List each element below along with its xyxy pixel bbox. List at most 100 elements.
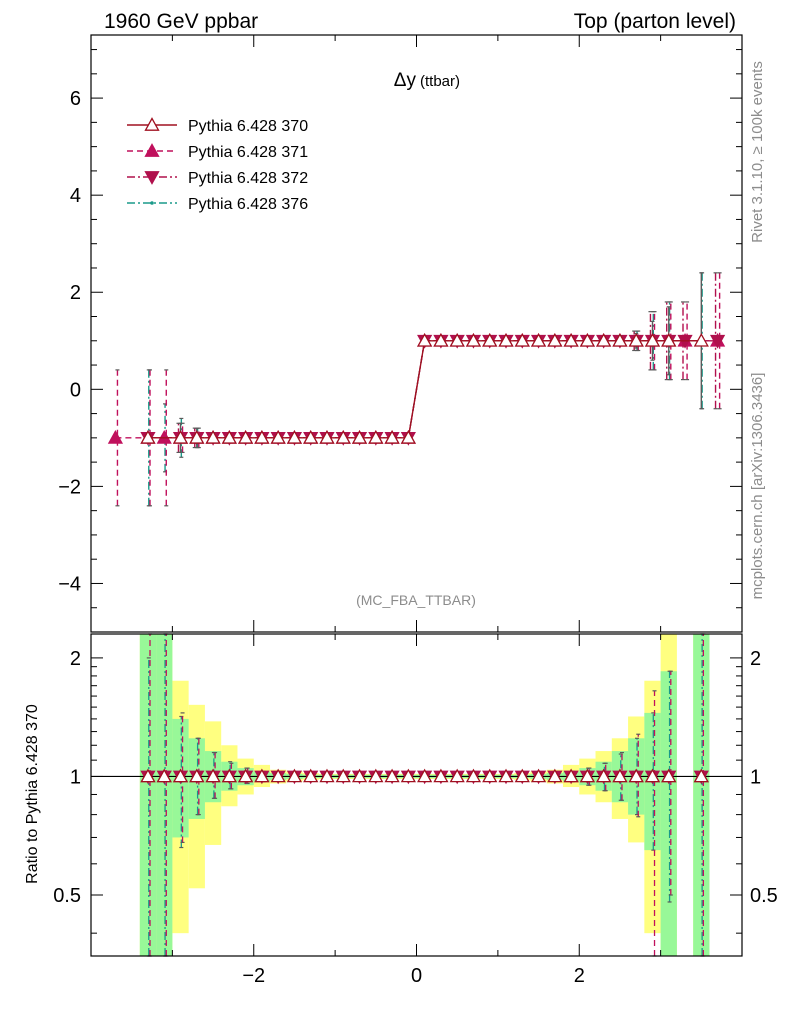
rivet-label: Rivet 3.1.10, ≥ 100k events	[749, 61, 766, 243]
data-point	[368, 430, 384, 444]
data-point	[205, 430, 221, 444]
data-point	[514, 332, 530, 347]
main-y-axis: −4 −2 0 2 4 6	[58, 35, 742, 633]
series-1	[140, 272, 709, 454]
series-line	[147, 340, 702, 439]
ratio-point	[433, 768, 449, 783]
legend-marker	[150, 201, 154, 205]
data-point	[433, 332, 449, 347]
source-label: mcplots.cern.ch [arXiv:1306.3436]	[749, 373, 766, 600]
main-ytick-label: −2	[58, 476, 81, 498]
ratio-point	[221, 768, 237, 783]
data-point	[498, 332, 514, 347]
xtick-label: 0	[411, 965, 422, 987]
ratio-series-1	[140, 768, 709, 783]
data-point	[530, 332, 547, 347]
data-point	[417, 332, 433, 347]
ratio-point	[547, 768, 563, 783]
data-point	[221, 430, 237, 444]
data-point	[465, 332, 482, 347]
data-point	[270, 430, 286, 444]
ratio-band	[91, 634, 742, 956]
ratio-point	[465, 768, 482, 783]
band-inner	[660, 671, 677, 956]
ratio-point	[612, 768, 628, 783]
ratio-point	[693, 768, 709, 783]
ratio-ytick-label: 2	[70, 648, 81, 670]
xtick-label: 2	[574, 965, 585, 987]
ratio-point	[205, 768, 221, 783]
legend-label: Pythia 6.428 370	[188, 118, 308, 135]
ratio-point	[238, 768, 254, 783]
main-ytick-label: 6	[70, 88, 81, 110]
data-point	[644, 332, 661, 347]
legend-marker	[144, 117, 160, 131]
data-point	[286, 430, 303, 444]
ratio-point	[286, 768, 303, 783]
ratio-y-axis: 0.5 0.5 1 1 2 2	[53, 648, 778, 934]
ratio-point	[189, 768, 205, 783]
ratio-ytick-label-right: 0.5	[750, 885, 778, 907]
data-point	[482, 332, 498, 347]
data-point	[189, 430, 205, 444]
ratio-series-layer	[140, 633, 709, 957]
ratio-point	[156, 768, 172, 783]
data-point	[335, 430, 351, 444]
ratio-point	[368, 768, 384, 783]
ratio-point	[530, 768, 547, 783]
data-point	[596, 332, 612, 347]
legend-label: Pythia 6.428 371	[188, 144, 308, 161]
ratio-ytick-label-right: 1	[750, 766, 761, 788]
ratio-point	[303, 768, 319, 783]
ratio-point	[384, 768, 400, 783]
ratio-point	[579, 768, 595, 783]
legend: Pythia 6.428 370 Pythia 6.428 371 Pythia 6…	[127, 117, 308, 213]
ratio-point	[644, 768, 661, 783]
main-ytick-label: 0	[70, 379, 81, 401]
data-point	[563, 332, 579, 347]
data-point	[107, 430, 124, 444]
series-line	[147, 340, 718, 439]
xtick-label: −2	[242, 965, 265, 987]
ratio-point	[140, 768, 156, 783]
data-point	[351, 430, 368, 444]
data-point	[628, 332, 644, 347]
band-inner	[139, 634, 157, 956]
ratio-point	[596, 768, 612, 783]
data-point	[579, 332, 595, 347]
ratio-ytick-label-right: 2	[750, 648, 761, 670]
main-panel: −4 −2 0 2 4 6 Δy (ttbar) (MC_FBA_TTBAR) Pythi…	[58, 34, 743, 633]
data-point	[709, 334, 726, 349]
series-line	[147, 340, 702, 439]
band-inner	[693, 634, 710, 956]
main-ytick-label: −4	[58, 573, 81, 595]
ratio-point	[628, 768, 644, 783]
data-point	[612, 332, 628, 347]
legend-label: Pythia 6.428 376	[188, 196, 308, 213]
ratio-point	[417, 768, 433, 783]
series-4	[146, 272, 705, 507]
ratio-point	[498, 768, 514, 783]
ratio-panel: 0.5 0.5 1 1 2 2 −2 0 2 Ratio to Pythia 6.428 37…	[24, 633, 778, 987]
analysis-label: (MC_FBA_TTBAR)	[356, 592, 476, 608]
legend-marker	[144, 171, 160, 185]
header-right: Top (parton level)	[574, 10, 736, 33]
band-inner	[156, 634, 173, 956]
main-ytick-label: 2	[70, 282, 81, 304]
ratio-ytick-label: 0.5	[53, 885, 81, 907]
legend-marker	[144, 143, 160, 157]
ratio-point	[351, 768, 368, 783]
legend-label: Pythia 6.428 372	[188, 170, 308, 187]
main-title: Δy	[394, 70, 417, 91]
main-series-layer	[107, 272, 726, 507]
data-point	[384, 430, 400, 444]
ratio-point	[449, 768, 465, 783]
data-point	[172, 430, 189, 444]
data-point	[693, 332, 709, 347]
ratio-point	[661, 768, 677, 783]
ratio-point	[514, 768, 530, 783]
ratio-point	[254, 768, 270, 783]
ratio-point	[270, 768, 286, 783]
x-axis: −2 0 2	[171, 634, 662, 987]
